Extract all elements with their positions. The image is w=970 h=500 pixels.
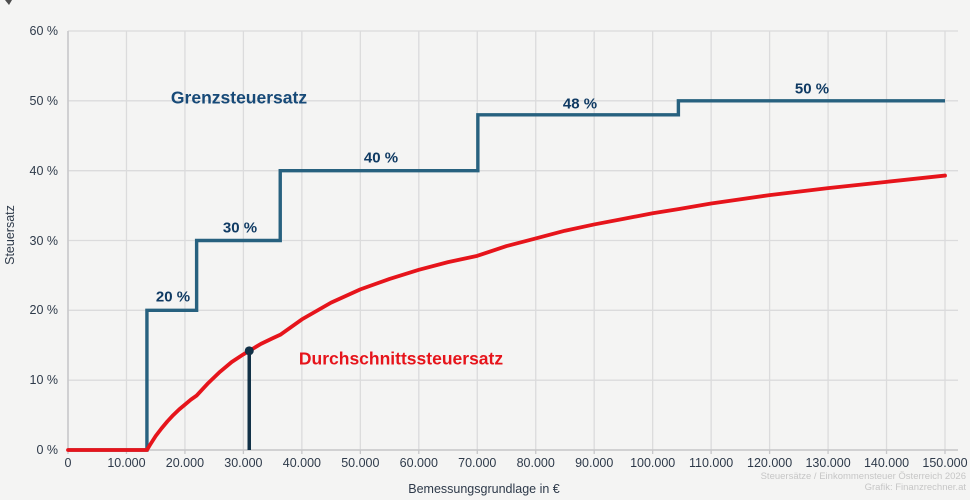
corner-artifact	[5, 0, 12, 5]
marker-dot	[244, 346, 254, 356]
marginal-rate-step-line	[68, 99, 945, 452]
average-rate-curve	[66, 173, 947, 452]
